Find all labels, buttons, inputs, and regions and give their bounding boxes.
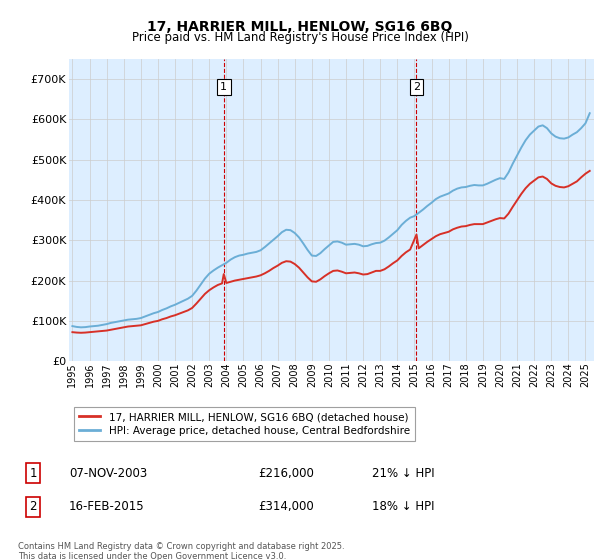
Text: 2: 2 bbox=[413, 82, 420, 92]
Text: 18% ↓ HPI: 18% ↓ HPI bbox=[372, 500, 434, 514]
Text: 1: 1 bbox=[220, 82, 227, 92]
Text: £314,000: £314,000 bbox=[258, 500, 314, 514]
Text: 07-NOV-2003: 07-NOV-2003 bbox=[69, 466, 147, 480]
Text: 17, HARRIER MILL, HENLOW, SG16 6BQ: 17, HARRIER MILL, HENLOW, SG16 6BQ bbox=[148, 20, 452, 34]
Text: £216,000: £216,000 bbox=[258, 466, 314, 480]
Text: 16-FEB-2015: 16-FEB-2015 bbox=[69, 500, 145, 514]
Text: 2: 2 bbox=[29, 500, 37, 514]
Text: Contains HM Land Registry data © Crown copyright and database right 2025.
This d: Contains HM Land Registry data © Crown c… bbox=[18, 542, 344, 560]
Text: 1: 1 bbox=[29, 466, 37, 480]
Text: Price paid vs. HM Land Registry's House Price Index (HPI): Price paid vs. HM Land Registry's House … bbox=[131, 31, 469, 44]
Text: 21% ↓ HPI: 21% ↓ HPI bbox=[372, 466, 434, 480]
Legend: 17, HARRIER MILL, HENLOW, SG16 6BQ (detached house), HPI: Average price, detache: 17, HARRIER MILL, HENLOW, SG16 6BQ (deta… bbox=[74, 407, 415, 441]
